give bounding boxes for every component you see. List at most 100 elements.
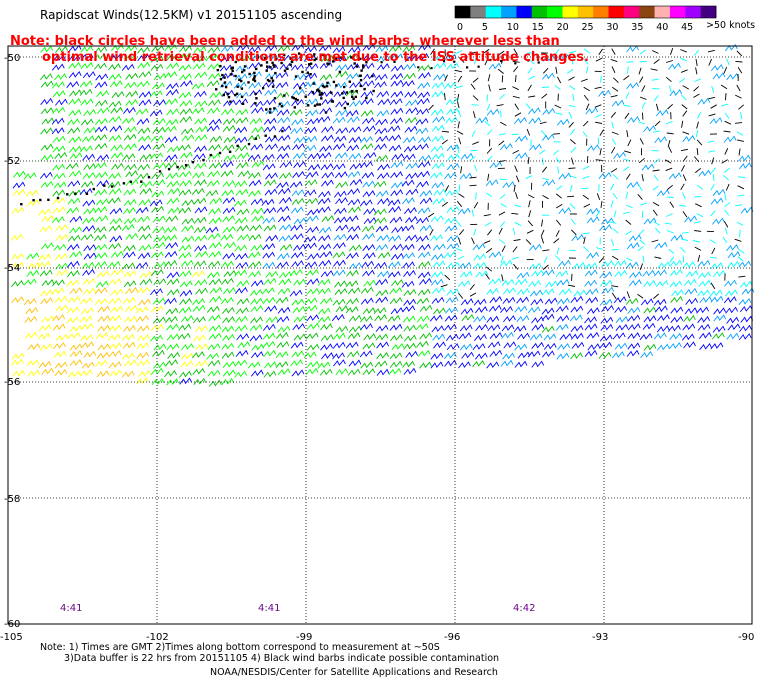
wind-barb <box>208 241 222 249</box>
wind-barb <box>626 61 634 63</box>
wind-barb <box>10 233 24 241</box>
wind-barb <box>599 298 613 306</box>
wind-barb <box>681 120 684 128</box>
wind-barb <box>667 103 674 110</box>
wind-barb <box>599 129 604 136</box>
wind-barb <box>234 180 248 188</box>
wind-barb <box>402 153 416 161</box>
wind-barb <box>390 53 404 61</box>
wind-barb <box>625 257 633 262</box>
wind-barb <box>53 350 67 358</box>
wind-barb <box>542 67 549 74</box>
contamination-dot <box>355 65 359 68</box>
wind-barb <box>403 334 417 342</box>
wind-barb <box>208 118 222 126</box>
wind-barb <box>289 180 303 189</box>
wind-barb <box>668 146 673 153</box>
wind-barb <box>458 229 465 236</box>
wind-barb <box>321 125 334 133</box>
wind-barb <box>150 334 163 342</box>
wind-barb <box>583 203 591 208</box>
wind-barb <box>625 219 632 225</box>
wind-barb <box>164 71 178 79</box>
wind-barb <box>122 153 136 161</box>
wind-barb <box>441 201 448 207</box>
wind-barb <box>234 216 248 225</box>
wind-barb <box>109 53 123 61</box>
wind-barb <box>643 125 656 133</box>
wind-barb <box>235 286 248 294</box>
wind-barb <box>669 332 683 340</box>
wind-barb <box>68 70 82 79</box>
wind-barb <box>526 128 531 136</box>
contamination-dot <box>273 107 276 110</box>
wind-barb <box>360 286 374 294</box>
wind-barb <box>137 163 150 171</box>
wind-barb <box>332 341 346 349</box>
wind-barb <box>611 146 616 154</box>
wind-barb <box>499 93 505 100</box>
wind-barb <box>489 161 503 169</box>
wind-barb <box>318 287 331 295</box>
wind-barb <box>220 55 234 63</box>
wind-barb <box>234 199 247 207</box>
contamination-dot <box>324 111 328 114</box>
wind-barb <box>319 297 333 305</box>
wind-barb <box>221 108 234 116</box>
wind-barb <box>389 352 403 360</box>
contamination-dot <box>243 69 246 72</box>
wind-barb <box>614 342 628 350</box>
wind-barb <box>570 147 577 153</box>
wind-barb <box>191 187 205 195</box>
contamination-dot <box>32 199 35 202</box>
wind-barb <box>277 325 291 333</box>
wind-barb <box>83 126 97 134</box>
wind-barb <box>69 89 82 97</box>
wind-barb <box>401 224 415 232</box>
wind-barb <box>360 315 373 323</box>
wind-barb <box>601 304 615 312</box>
wind-barb <box>402 305 416 313</box>
wind-barb <box>570 305 584 313</box>
wind-barb <box>150 63 164 71</box>
contamination-dot <box>442 60 446 63</box>
wind-barb <box>682 155 688 162</box>
wind-barb <box>529 243 542 251</box>
wind-barb <box>39 225 53 233</box>
wind-barb <box>82 199 96 207</box>
wind-barb <box>428 104 434 111</box>
contamination-dot <box>309 73 312 76</box>
wind-barb <box>458 57 465 63</box>
wind-barb <box>667 139 671 147</box>
wind-barb <box>723 296 737 304</box>
wind-barb <box>416 108 430 116</box>
wind-barb <box>431 296 445 304</box>
wind-barb <box>94 161 107 170</box>
wind-barb <box>655 279 669 288</box>
wind-barb <box>83 244 97 252</box>
wind-barb <box>346 116 360 124</box>
contamination-dot <box>293 106 296 109</box>
wind-barb <box>178 306 192 314</box>
wind-barb <box>124 143 137 151</box>
wind-barb <box>235 349 249 357</box>
wind-barb <box>502 352 515 360</box>
wind-barb <box>722 236 728 244</box>
wind-barb <box>557 54 571 62</box>
wind-barb <box>475 116 489 124</box>
wind-barb <box>166 88 179 96</box>
wind-barb <box>110 144 124 152</box>
wind-barb <box>657 261 671 269</box>
wind-barb <box>541 307 555 315</box>
wind-barb <box>567 195 575 198</box>
wind-barb <box>693 86 700 92</box>
wind-barb <box>291 63 304 71</box>
wind-barb <box>667 184 673 190</box>
wind-barb <box>278 278 292 286</box>
wind-barb <box>124 359 137 367</box>
wind-barb <box>405 162 419 170</box>
wind-barb <box>221 377 235 386</box>
wind-barb <box>194 117 208 125</box>
wind-barb <box>429 314 443 322</box>
wind-barb <box>248 233 262 241</box>
